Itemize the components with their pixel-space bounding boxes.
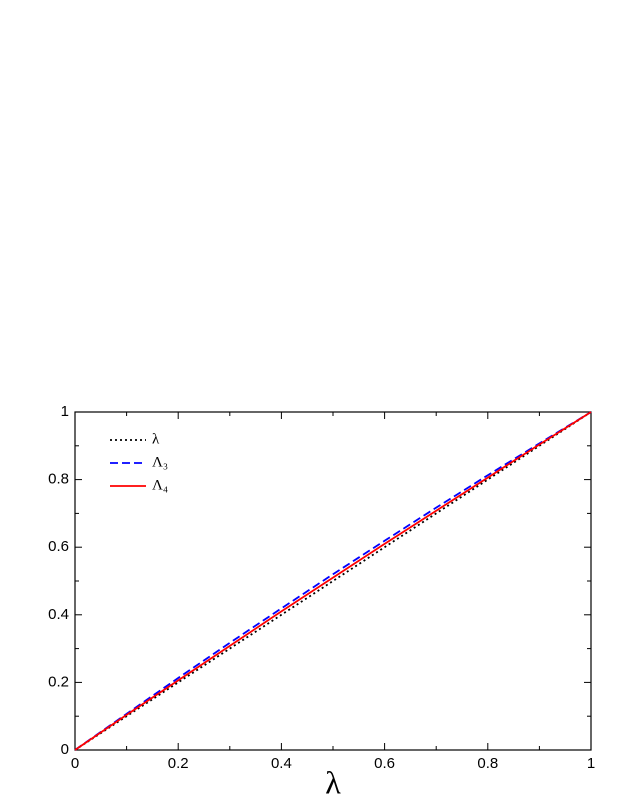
- legend-label: Λ₃: [152, 454, 168, 470]
- x-tick-label: 0.8: [477, 755, 498, 772]
- x-axis-label: λ: [325, 764, 341, 800]
- y-tick-label: 0.6: [48, 538, 69, 555]
- x-tick-label: 0: [71, 755, 79, 772]
- y-tick-label: 0.2: [48, 673, 69, 690]
- x-tick-label: 0.4: [271, 755, 292, 772]
- legend-label: λ: [152, 431, 160, 447]
- y-tick-label: 1: [61, 403, 69, 420]
- series-line: [74, 411, 592, 751]
- x-tick-label: 0.6: [374, 755, 395, 772]
- series-line: [74, 411, 592, 751]
- y-tick-label: 0.4: [48, 606, 69, 623]
- y-tick-label: 0: [61, 741, 69, 758]
- x-tick-label: 1: [587, 755, 595, 772]
- x-tick-label: 0.2: [168, 755, 189, 772]
- legend-label: Λ₄: [152, 477, 168, 493]
- y-tick-label: 0.8: [48, 471, 69, 488]
